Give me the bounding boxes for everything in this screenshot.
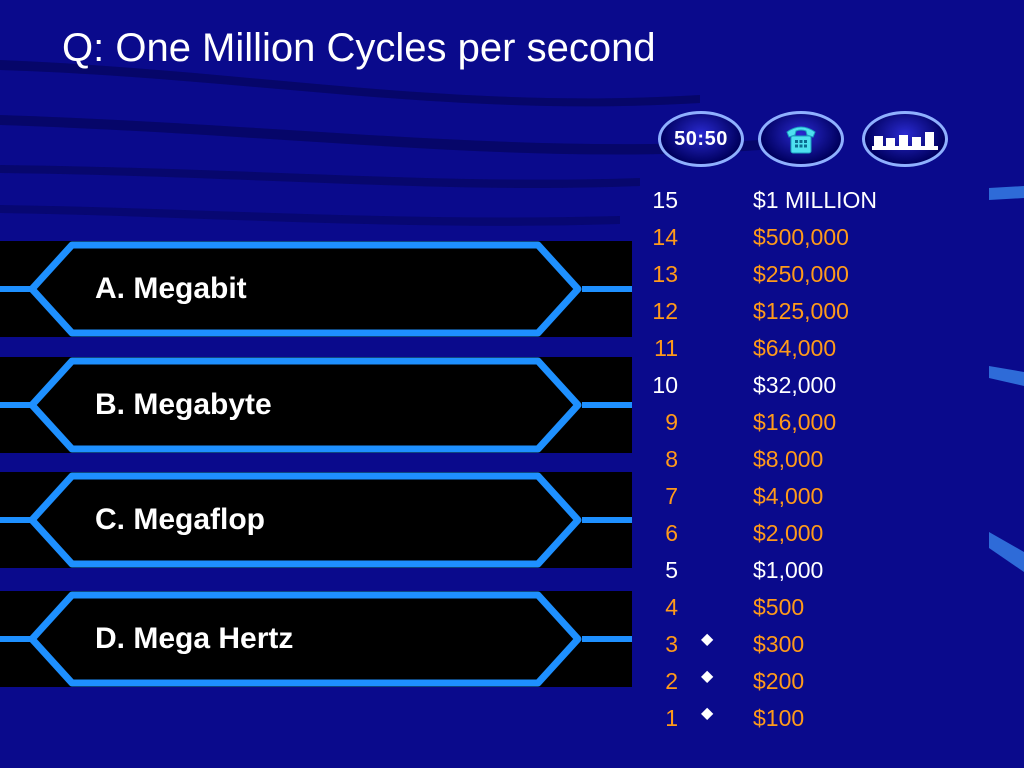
used-rung-diamond-icon: ◆ [701, 705, 714, 722]
lifeline-fifty-fifty-button[interactable]: 50:50 [658, 111, 744, 167]
money-ladder: 15 $1 MILLION 14 $500,000 13 $250,000 12 $12… [640, 182, 920, 737]
ladder-rung-8: 8 $8,000 [640, 441, 920, 478]
answer-d-label: D. Mega Hertz [95, 622, 294, 655]
rung-amount: $100 [753, 705, 805, 731]
used-rung-diamond-icon: ◆ [701, 631, 714, 648]
rung-amount: $32,000 [753, 372, 837, 398]
right-edge-decoration [989, 186, 1024, 572]
rung-number: 10 [652, 372, 678, 398]
ladder-rung-13: 13 $250,000 [640, 256, 920, 293]
answer-a-frame [0, 241, 632, 337]
rung-amount: $200 [753, 668, 805, 694]
lifeline-ask-the-audience-button[interactable] [862, 111, 948, 167]
answer-d-frame [0, 591, 632, 687]
question-text: Q: One Million Cycles per second [62, 26, 656, 70]
rung-number: 11 [654, 335, 678, 361]
rung-amount: $300 [753, 631, 805, 657]
ladder-rung-5: 5 $1,000 [640, 552, 920, 589]
answer-a-label: A. Megabit [95, 272, 247, 305]
answer-c-label: C. Megaflop [95, 503, 265, 536]
answer-b-button[interactable]: B. Megabyte [0, 357, 632, 453]
ladder-rung-4: 4 $500 [640, 589, 920, 626]
ladder-rung-11: 11 $64,000 [640, 330, 920, 367]
rung-amount: $250,000 [753, 261, 849, 287]
rung-number: 9 [665, 409, 678, 435]
used-rung-diamond-icon: ◆ [701, 668, 714, 685]
ladder-rung-9: 9 $16,000 [640, 404, 920, 441]
rung-number: 4 [665, 594, 678, 620]
rung-amount: $500 [753, 594, 805, 620]
rung-number: 5 [665, 557, 678, 583]
rung-amount: $4,000 [753, 483, 824, 509]
answer-c-frame [0, 472, 632, 568]
rung-number: 13 [652, 261, 678, 287]
rung-amount: $1 MILLION [753, 187, 877, 213]
rung-amount: $16,000 [753, 409, 837, 435]
rung-number: 12 [652, 298, 678, 324]
answer-a-button[interactable]: A. Megabit [0, 241, 632, 337]
rung-number: 6 [665, 520, 678, 546]
answer-d-button[interactable]: D. Mega Hertz [0, 591, 632, 687]
telephone-icon [786, 126, 816, 154]
rung-amount: $125,000 [753, 298, 849, 324]
rung-amount: $8,000 [753, 446, 824, 472]
rung-amount: $1,000 [753, 557, 824, 583]
rung-number: 1 [665, 705, 678, 731]
answer-b-frame [0, 357, 632, 453]
rung-number: 14 [652, 224, 678, 250]
ladder-rung-15: 15 $1 MILLION [640, 182, 920, 219]
rung-amount: $500,000 [753, 224, 849, 250]
rung-amount: $64,000 [753, 335, 837, 361]
ladder-rung-6: 6 $2,000 [640, 515, 920, 552]
answer-c-button[interactable]: C. Megaflop [0, 472, 632, 568]
rung-number: 2 [665, 668, 678, 694]
ladder-rung-1: 1 ◆ $100 [640, 700, 920, 737]
ladder-rung-12: 12 $125,000 [640, 293, 920, 330]
ladder-rung-10: 10 $32,000 [640, 367, 920, 404]
rung-number: 3 [665, 631, 678, 657]
answer-b-label: B. Megabyte [95, 388, 272, 421]
ladder-rung-14: 14 $500,000 [640, 219, 920, 256]
ladder-rung-2: 2 ◆ $200 [640, 663, 920, 700]
rung-number: 7 [665, 483, 678, 509]
fifty-fifty-label: 50:50 [674, 127, 728, 150]
rung-number: 8 [665, 446, 678, 472]
lifeline-phone-a-friend-button[interactable] [758, 111, 844, 167]
rung-amount: $2,000 [753, 520, 824, 546]
audience-bars-icon [872, 132, 938, 150]
rung-number: 15 [652, 187, 678, 213]
ladder-rung-7: 7 $4,000 [640, 478, 920, 515]
ladder-rung-3: 3 ◆ $300 [640, 626, 920, 663]
